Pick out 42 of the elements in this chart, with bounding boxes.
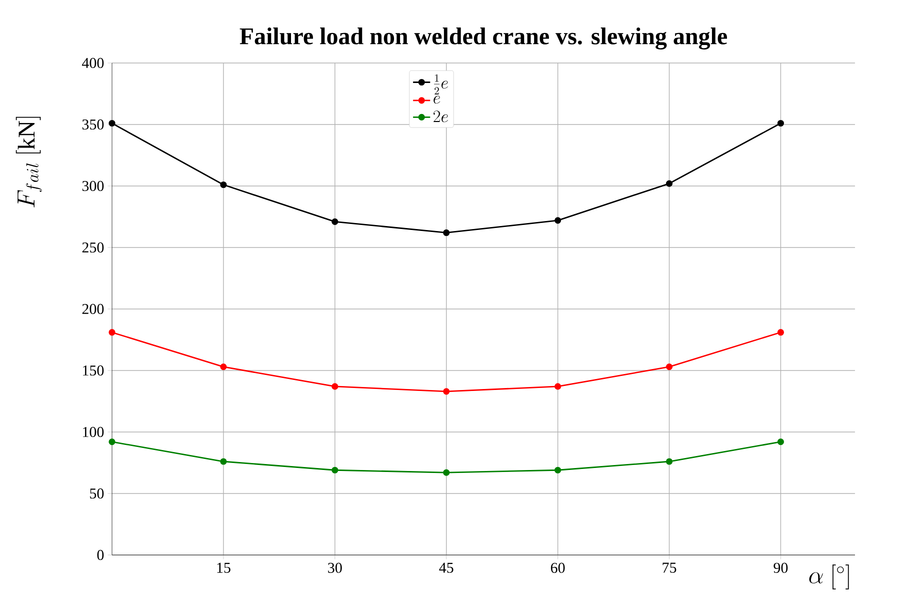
point bbox=[777, 438, 784, 446]
point bbox=[777, 120, 784, 127]
y-tick-label: 50 bbox=[90, 488, 104, 499]
y-tick-label: 0 bbox=[97, 550, 104, 560]
legend-label: $e$ bbox=[434, 96, 440, 104]
point bbox=[666, 180, 673, 187]
y-tick-label: 150 bbox=[83, 365, 104, 376]
x-tick-label: 60 bbox=[550, 562, 565, 573]
point bbox=[220, 363, 227, 370]
point bbox=[108, 438, 116, 446]
point bbox=[108, 329, 116, 336]
point bbox=[666, 458, 673, 465]
point bbox=[666, 363, 673, 370]
x-tick-label: 45 bbox=[439, 562, 454, 573]
point bbox=[220, 458, 227, 465]
y-axis-title: $F_{fail}\ [\mathrm{kN}]$ bbox=[16, 116, 42, 208]
point bbox=[554, 217, 562, 224]
x-tick-label: 15 bbox=[217, 562, 230, 573]
point bbox=[220, 181, 227, 188]
legend-label: $2e$ bbox=[434, 110, 448, 122]
y-tick-label: 250 bbox=[82, 242, 104, 253]
y-tick-label: 400 bbox=[82, 58, 104, 68]
x-tick-label: 90 bbox=[774, 562, 788, 573]
x-tick-label: 30 bbox=[328, 562, 342, 573]
point bbox=[554, 466, 562, 474]
point bbox=[332, 466, 338, 474]
y-tick-label: 350 bbox=[82, 119, 104, 130]
point bbox=[332, 383, 338, 390]
y-tick-label: 300 bbox=[82, 180, 104, 192]
y-tick-label: 100 bbox=[83, 426, 104, 438]
point bbox=[554, 383, 562, 390]
point bbox=[443, 388, 450, 395]
y-tick-label: 200 bbox=[82, 304, 104, 314]
point bbox=[108, 120, 116, 127]
chart-title: Failure load non welded crane vs. slewing angle bbox=[240, 28, 727, 50]
point bbox=[443, 469, 450, 476]
x-tick-label: 75 bbox=[662, 562, 676, 573]
point bbox=[443, 229, 450, 236]
point bbox=[777, 329, 784, 336]
legend-label: $\frac{1}{2}e$ bbox=[434, 74, 448, 94]
x-axis-title: $\alpha\ [^\circ]$ bbox=[809, 564, 849, 590]
point bbox=[332, 218, 338, 225]
